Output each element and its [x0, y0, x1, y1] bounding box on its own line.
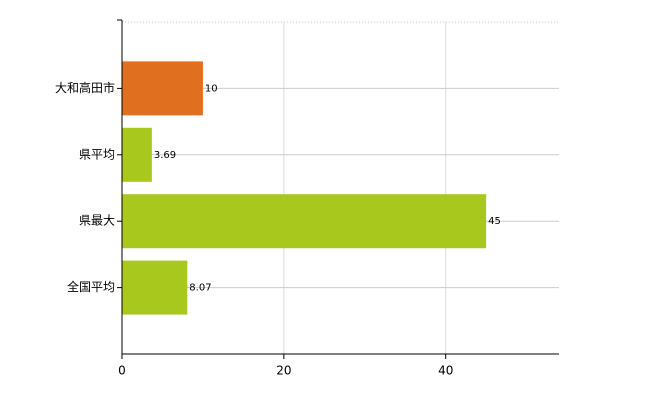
value-label: 3.69 [154, 150, 176, 161]
value-label: 8.07 [189, 283, 211, 294]
value-label: 10 [205, 83, 218, 94]
bar [122, 61, 203, 116]
x-tick-label: 20 [276, 364, 291, 378]
y-tick-label: 全国平均 [67, 279, 115, 294]
bar [122, 127, 152, 182]
y-tick-label: 県平均 [79, 147, 115, 161]
x-tick-label: 0 [118, 364, 126, 378]
bar [122, 260, 188, 315]
y-tick-label: 大和高田市 [55, 80, 115, 95]
bar [122, 194, 487, 249]
x-tick-label: 40 [438, 364, 453, 378]
y-tick-label: 県最大 [79, 214, 115, 228]
value-label: 45 [488, 216, 501, 227]
